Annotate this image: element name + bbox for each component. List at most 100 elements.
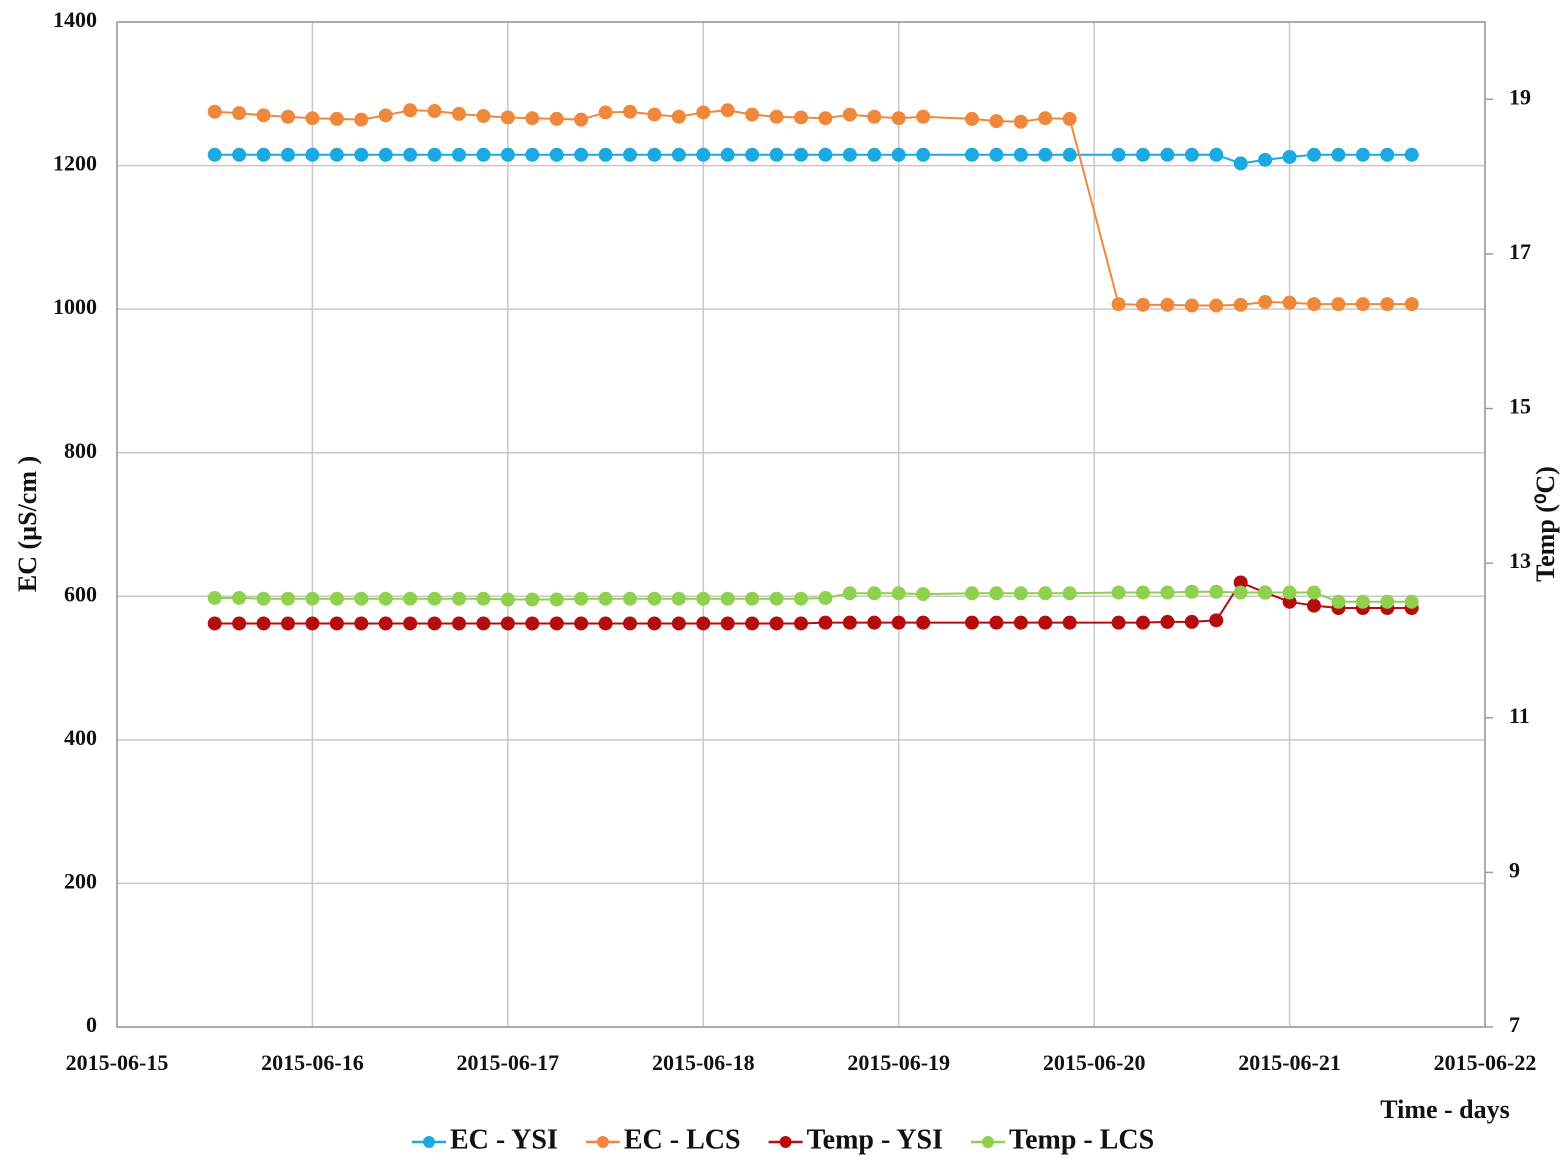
data-point <box>378 108 393 123</box>
data-point <box>818 147 833 162</box>
y2-tick-label: 7 <box>1509 1012 1520 1037</box>
data-point <box>256 591 271 606</box>
data-point <box>671 147 686 162</box>
data-point <box>818 111 833 126</box>
data-point <box>232 616 247 631</box>
y-tick-label: 600 <box>64 581 97 606</box>
data-point <box>256 616 271 631</box>
data-point <box>207 590 222 605</box>
data-point <box>867 109 882 124</box>
data-point <box>452 147 466 162</box>
y2-tick-label: 17 <box>1509 239 1531 264</box>
data-point <box>476 109 491 124</box>
data-point <box>1258 294 1273 309</box>
legend-item: EC - LCS <box>585 1124 741 1155</box>
data-point <box>1111 585 1126 600</box>
data-point <box>598 591 613 606</box>
data-point <box>1258 152 1273 167</box>
data-point <box>891 586 906 601</box>
data-point <box>1404 147 1419 162</box>
y2-tick-label: 9 <box>1509 857 1520 882</box>
data-point <box>1160 147 1175 162</box>
data-point <box>403 147 418 162</box>
data-point <box>525 111 540 126</box>
data-point <box>891 147 906 162</box>
data-point <box>574 616 589 631</box>
data-point <box>281 109 295 124</box>
data-point <box>1355 147 1370 162</box>
x-tick-label: 2015-06-16 <box>261 1050 364 1075</box>
data-point <box>1380 147 1395 162</box>
data-point <box>1331 594 1346 609</box>
y2-axis-title: Temp (⁰C) <box>1531 466 1560 582</box>
data-point <box>1380 594 1395 609</box>
data-point <box>965 111 979 126</box>
data-point <box>305 591 320 606</box>
data-point <box>696 591 711 606</box>
data-point <box>574 112 589 127</box>
data-point <box>305 616 320 631</box>
legend-label: Temp - LCS <box>1009 1124 1154 1155</box>
data-point <box>769 109 784 124</box>
data-point <box>574 147 589 162</box>
data-point <box>598 616 613 631</box>
data-point <box>403 616 418 631</box>
data-point <box>794 591 808 606</box>
data-point <box>1136 615 1150 630</box>
data-point <box>329 616 344 631</box>
data-point <box>1038 586 1053 601</box>
data-point <box>305 147 320 162</box>
y-tick-label: 800 <box>64 438 97 463</box>
data-point <box>916 109 931 124</box>
data-point <box>1404 594 1419 609</box>
legend-item: Temp - LCS <box>970 1124 1154 1155</box>
legend-label: EC - LCS <box>624 1124 741 1155</box>
data-point <box>549 147 564 162</box>
data-point <box>916 587 931 602</box>
data-point <box>671 616 686 631</box>
data-point <box>769 616 784 631</box>
x-tick-label: 2015-06-20 <box>1043 1050 1146 1075</box>
data-point <box>720 616 735 631</box>
data-point <box>916 147 931 162</box>
data-point <box>1209 147 1224 162</box>
data-point <box>1013 114 1028 129</box>
data-point <box>1111 147 1126 162</box>
data-point <box>1038 111 1053 126</box>
data-point <box>1184 584 1199 599</box>
data-point <box>525 616 540 631</box>
data-point <box>305 111 320 126</box>
data-point <box>1282 149 1297 164</box>
data-point <box>329 111 344 126</box>
data-point <box>794 110 808 125</box>
data-point <box>549 111 564 126</box>
data-point <box>696 147 711 162</box>
data-point <box>1209 584 1224 599</box>
data-point <box>891 615 906 630</box>
data-point <box>818 615 833 630</box>
x-tick-label: 2015-06-22 <box>1434 1050 1537 1075</box>
data-point <box>1331 297 1346 312</box>
data-point <box>1307 297 1321 312</box>
y-tick-label: 200 <box>64 868 97 893</box>
data-point <box>354 616 369 631</box>
data-point <box>647 107 662 122</box>
legend-label: EC - YSI <box>450 1124 558 1155</box>
data-point <box>671 591 686 606</box>
data-point <box>818 590 833 605</box>
data-point <box>427 591 442 606</box>
data-point <box>989 615 1004 630</box>
data-point <box>1038 615 1053 630</box>
data-point <box>647 591 662 606</box>
data-point <box>403 103 418 118</box>
data-point <box>256 108 271 123</box>
data-point <box>1160 585 1175 600</box>
data-point <box>1209 613 1224 628</box>
data-point <box>745 616 760 631</box>
data-point <box>891 111 906 126</box>
legend-marker <box>779 1136 792 1148</box>
data-point <box>965 615 979 630</box>
x-tick-label: 2015-06-17 <box>457 1050 560 1075</box>
data-point <box>965 147 979 162</box>
